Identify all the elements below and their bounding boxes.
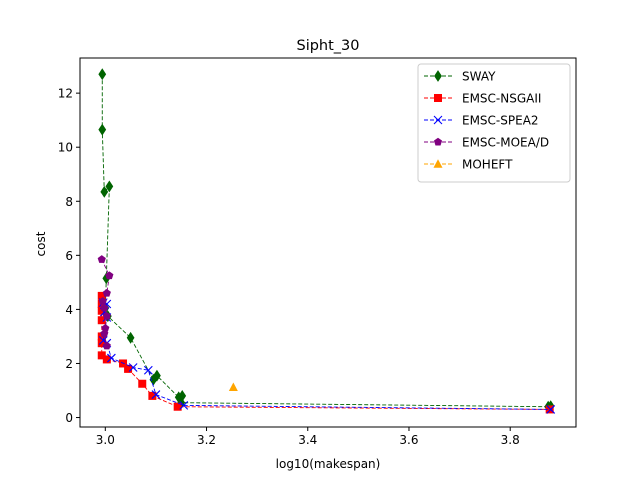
data-point [126,331,135,344]
axis-ticks: 3.0 3.2 3.4 3.6 3.8 0 2 4 6 8 10 12 [58,87,520,447]
data-point [143,365,153,375]
legend-label: MOHEFT [462,158,513,172]
data-point [102,355,111,364]
data-point [97,255,106,263]
y-tick-label: 0 [65,411,73,425]
x-axis-label: log10(makespan) [276,457,381,471]
x-tick-label: 3.8 [501,433,520,447]
data-point [100,329,109,338]
plot-area [79,57,577,428]
data-point [179,400,189,410]
data-point [546,405,556,414]
legend-marker [433,115,443,125]
data-point [148,391,157,400]
series-emsc-moea-d [97,255,114,350]
legend-label: EMSC-NSGAII [462,92,541,106]
data-point [101,324,110,332]
legend-label: SWAY [462,70,496,84]
data-point [97,291,106,300]
x-tick-label: 3.0 [96,433,115,447]
legend-entry: SWAY [424,70,496,84]
legend-box [417,63,571,183]
y-tick-label: 4 [65,303,73,317]
y-tick-label: 2 [65,357,73,371]
data-point [97,339,106,348]
data-point [97,316,106,325]
legend-entry: EMSC-SPEA2 [424,114,539,128]
data-point [105,271,114,280]
y-tick-label: 12 [58,87,73,101]
data-point [545,405,554,414]
legend-marker [433,159,443,168]
y-tick-label: 10 [58,141,73,155]
x-tick-label: 3.6 [399,433,418,447]
series-moheft [228,382,238,392]
data-point [102,341,111,350]
y-tick-label: 8 [65,195,73,209]
legend-label: EMSC-SPEA2 [462,114,539,128]
data-point [102,311,111,320]
data-point [106,353,116,363]
y-axis-label: cost [34,231,48,256]
data-point [228,382,238,392]
data-point [151,390,161,399]
data-point [153,369,161,382]
legend-label: EMSC-MOEA/D [462,136,549,150]
data-point [97,351,106,360]
legend-marker [434,70,442,82]
axes-frame [79,57,577,428]
chart-title: Sipht_30 [296,38,359,54]
legend-entry: MOHEFT [424,158,513,172]
data-point [98,297,107,305]
x-tick-label: 3.2 [197,433,216,447]
legend-entry: EMSC-MOEA/D [424,136,549,150]
legend-marker [433,137,443,146]
data-point [98,123,107,136]
legend-entry: EMSC-NSGAII [424,92,541,106]
data-point [102,288,111,297]
legend-marker [434,94,442,102]
data-point [100,303,109,312]
data-point [124,364,133,373]
data-point [100,185,109,198]
x-tick-label: 3.4 [298,433,317,447]
data-point [105,180,114,193]
data-point [173,402,182,411]
legend: SWAY EMSC-NSGAII EMSC-SPEA2 EMSC-MOEA/D MOHE… [417,63,571,183]
data-point [128,363,138,372]
data-point [138,379,147,388]
y-tick-label: 6 [65,249,73,263]
data-point [98,68,107,81]
